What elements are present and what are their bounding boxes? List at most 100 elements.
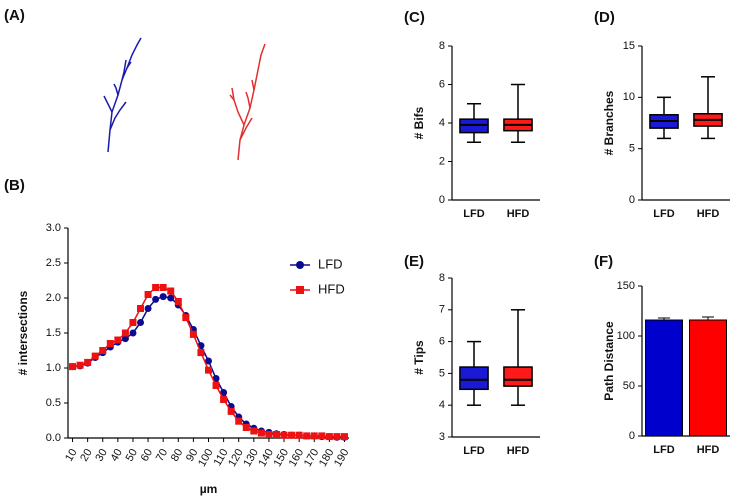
panel-label: (C) [404, 9, 425, 26]
marker [152, 295, 160, 303]
y-tick-label: 150 [617, 280, 635, 292]
x-tick-label: 120 [226, 447, 246, 469]
y-axis-label: # Tips [412, 340, 426, 375]
neuron-lfd [121, 59, 127, 81]
marker [152, 284, 160, 291]
marker [106, 340, 114, 347]
marker [325, 433, 333, 441]
y-tick-label: 5 [439, 367, 445, 379]
panel-label: (A) [4, 7, 25, 24]
y-tick-label: 6 [439, 78, 445, 90]
y-tick-label: 8 [439, 272, 445, 284]
y-axis-label: # intersections [16, 290, 30, 375]
marker [84, 358, 92, 366]
x-tick-label: 60 [139, 447, 156, 464]
marker [333, 433, 341, 441]
neuron-tracings [103, 37, 266, 161]
y-axis-label: Path Distance [602, 321, 616, 401]
x-tick-label: HFD [697, 444, 720, 456]
x-tick-label: LFD [653, 444, 674, 456]
marker [189, 330, 197, 338]
marker [182, 314, 190, 322]
y-axis-label: # Bifs [412, 106, 426, 139]
panel-label: (B) [4, 177, 25, 194]
x-tick-label: 40 [108, 447, 125, 464]
y-tick-label: 2.5 [46, 257, 61, 269]
y-tick-label: 0.0 [46, 432, 61, 444]
marker [205, 366, 212, 374]
x-axis-label: µm [200, 482, 218, 496]
y-tick-label: 50 [623, 380, 635, 392]
y-tick-label: 2 [439, 155, 445, 167]
marker [144, 291, 152, 298]
x-tick-label: LFD [653, 208, 674, 220]
y-tick-label: 1.5 [46, 327, 61, 339]
legend-marker [296, 261, 304, 269]
neuron-hfd [237, 43, 266, 161]
marker [76, 361, 84, 369]
x-tick-label: 190 [332, 447, 352, 469]
marker [137, 305, 145, 312]
marker [99, 347, 107, 354]
neuron-lfd [113, 83, 119, 96]
y-tick-label: 15 [623, 40, 635, 52]
marker [318, 432, 326, 440]
marker [212, 382, 220, 389]
y-tick-label: 3 [439, 431, 445, 443]
marker [129, 329, 137, 337]
x-tick-label: 50 [124, 447, 141, 464]
x-tick-label: 170 [302, 447, 322, 469]
marker [69, 363, 77, 371]
y-tick-label: 3.0 [46, 222, 61, 234]
marker [205, 357, 212, 365]
y-tick-label: 6 [439, 336, 445, 348]
neuron-hfd [245, 91, 251, 109]
marker [114, 336, 122, 344]
x-tick-label: 130 [241, 447, 261, 469]
y-tick-label: 0 [629, 430, 635, 442]
marker [250, 427, 258, 435]
neuron-lfd [126, 61, 132, 69]
y-axis-label: # Branches [602, 90, 616, 155]
marker [174, 298, 182, 305]
y-tick-label: 2.0 [46, 292, 61, 304]
x-tick-label: 70 [154, 447, 171, 464]
x-tick-label: 80 [169, 447, 186, 464]
y-tick-label: 4 [439, 117, 445, 129]
marker [144, 305, 152, 312]
neuron-hfd [229, 94, 235, 101]
panel-label: (E) [404, 253, 424, 270]
neuron-hfd [231, 87, 245, 126]
box [503, 366, 533, 387]
x-tick-label: HFD [697, 208, 720, 220]
marker [227, 407, 235, 415]
marker [242, 424, 250, 431]
y-tick-label: 100 [617, 330, 635, 342]
x-tick-label: 90 [184, 447, 201, 464]
marker [295, 431, 303, 439]
panel-label: (D) [594, 9, 615, 26]
x-tick-label: 20 [78, 447, 95, 464]
y-tick-label: 0 [629, 194, 635, 206]
y-tick-label: 8 [439, 40, 445, 52]
neuron-hfd [239, 117, 253, 141]
neuron-lfd [103, 95, 113, 113]
marker [265, 431, 273, 438]
marker [220, 396, 228, 403]
x-tick-label: LFD [463, 208, 484, 220]
marker [340, 433, 348, 441]
y-tick-label: 0.5 [46, 397, 61, 409]
marker [121, 335, 129, 343]
x-tick-label: 160 [287, 447, 307, 469]
marker [197, 349, 205, 357]
marker [129, 319, 137, 326]
x-tick-label: 10 [63, 447, 80, 464]
x-tick-label: 140 [256, 447, 276, 469]
y-tick-label: 7 [439, 304, 445, 316]
marker [91, 352, 99, 360]
x-tick-label: 180 [317, 447, 337, 469]
legend-marker [296, 286, 304, 294]
x-tick-label: 150 [272, 447, 292, 469]
bar [689, 319, 727, 437]
x-tick-label: 100 [196, 447, 216, 469]
